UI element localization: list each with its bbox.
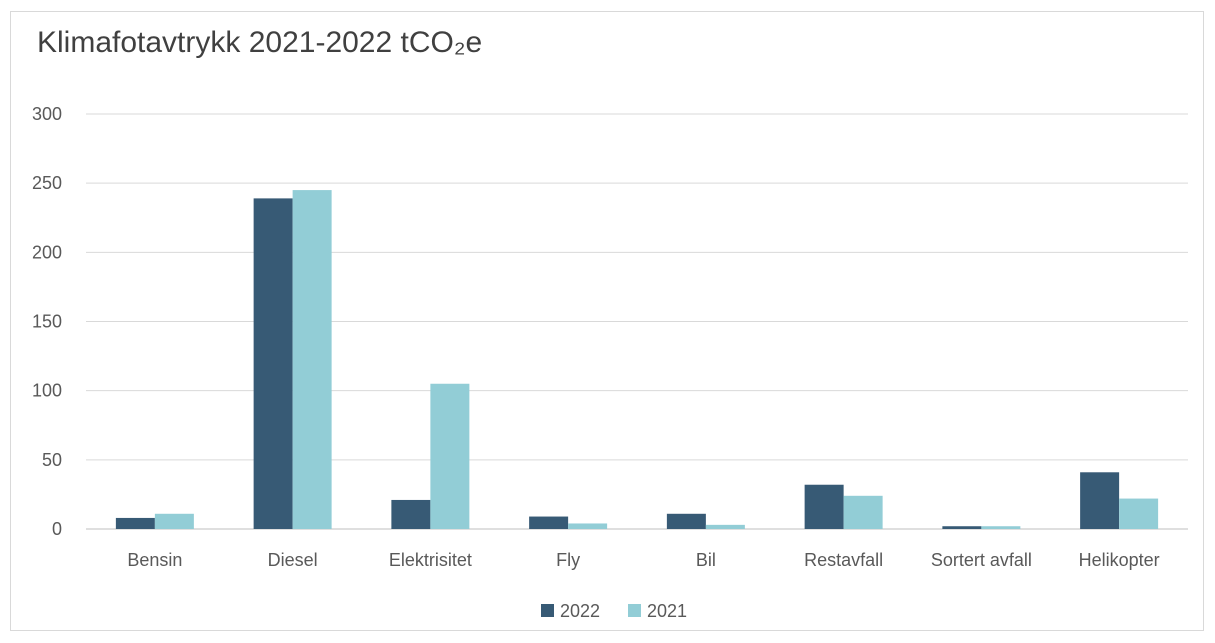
bar-2021-bil: [705, 524, 745, 529]
bar-2022-restavfall: [804, 484, 844, 529]
bar-2022-fly: [529, 516, 569, 529]
y-tick-label: 100: [32, 381, 62, 401]
x-category-label: Fly: [556, 550, 580, 570]
bar-2022-diesel: [253, 198, 293, 529]
bar-2022-bil: [666, 513, 706, 529]
bar-2021-sortert-avfall: [981, 526, 1021, 529]
legend-label-2022: 2022: [560, 601, 600, 621]
bar-2021-helikopter: [1119, 498, 1159, 529]
legend-swatch-2022: [541, 604, 554, 617]
bars: [115, 190, 1159, 530]
bar-2021-restavfall: [843, 495, 883, 529]
bar-2022-elektrisitet: [391, 499, 431, 529]
y-tick-label: 0: [52, 519, 62, 539]
bar-2022-sortert-avfall: [942, 526, 982, 529]
bar-2021-elektrisitet: [430, 383, 470, 529]
x-category-label: Diesel: [268, 550, 318, 570]
y-tick-label: 250: [32, 173, 62, 193]
x-category-label: Bensin: [127, 550, 182, 570]
x-axis-labels: Bensin Diesel Elektrisitet Fly Bil Restavfall…: [127, 550, 1159, 570]
bar-2022-bensin: [115, 517, 155, 529]
x-category-label: Helikopter: [1079, 550, 1160, 570]
legend-label-2021: 2021: [647, 601, 687, 621]
chart-title: Klimafotavtrykk 2021-2022 tCO₂e: [37, 26, 483, 59]
bar-2021-diesel: [292, 190, 332, 530]
y-tick-label: 300: [32, 104, 62, 124]
gridlines: [86, 113, 1188, 530]
legend: 2022 2021: [541, 601, 687, 621]
bar-2022-helikopter: [1080, 472, 1120, 529]
x-category-label: Sortert avfall: [931, 550, 1032, 570]
legend-swatch-2021: [628, 604, 641, 617]
x-category-label: Bil: [696, 550, 716, 570]
bar-2021-fly: [568, 523, 608, 529]
y-tick-label: 50: [42, 450, 62, 470]
y-tick-label: 150: [32, 312, 62, 332]
x-category-label: Elektrisitet: [389, 550, 472, 570]
x-category-label: Restavfall: [804, 550, 883, 570]
y-axis-ticks: 0 50 100 150 200 250 300: [32, 104, 62, 539]
y-tick-label: 200: [32, 242, 62, 262]
bar-2021-bensin: [154, 513, 194, 529]
